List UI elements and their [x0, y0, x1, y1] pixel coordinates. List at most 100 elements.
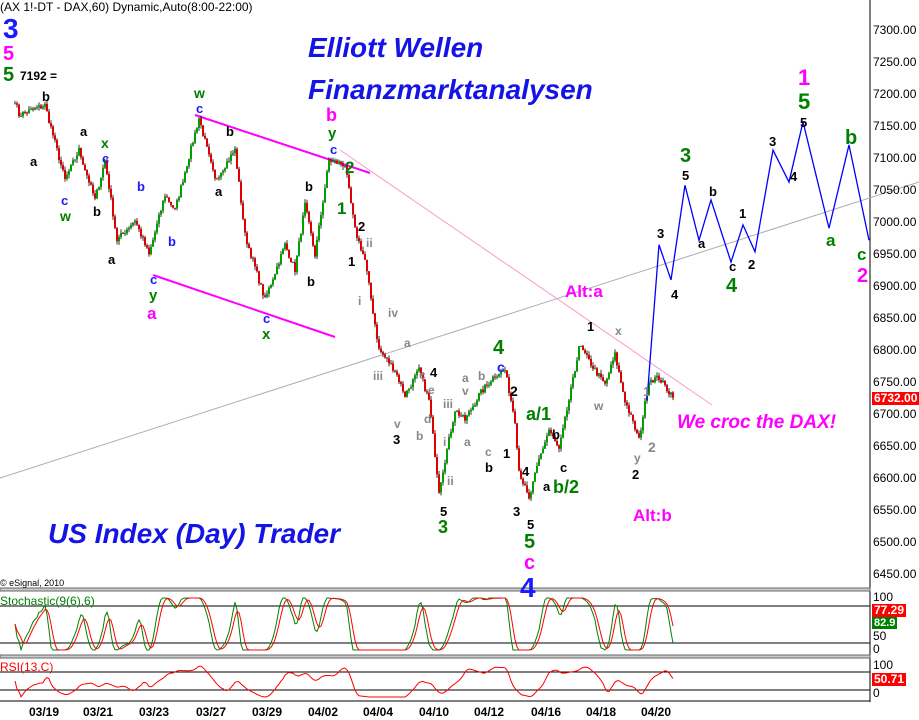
candle: [634, 420, 636, 430]
wave-label: iii: [373, 369, 384, 383]
wave-label: w: [60, 208, 71, 224]
candle: [378, 339, 380, 349]
candle: [562, 427, 564, 438]
y-tick: 6600.00: [873, 471, 917, 485]
candle: [124, 233, 126, 235]
candle: [358, 237, 360, 242]
candle: [176, 200, 178, 209]
candle: [188, 159, 190, 167]
candle: [630, 413, 632, 415]
wave-label: v: [462, 384, 469, 398]
projection-line: [646, 121, 870, 401]
wave-label: i: [443, 435, 447, 449]
candle: [198, 118, 200, 128]
stoch-k-badge: 77.29: [872, 603, 907, 617]
candle: [22, 111, 24, 116]
candle: [18, 104, 20, 117]
wave-label: 3: [513, 504, 521, 519]
candle: [412, 379, 414, 388]
candle: [194, 132, 196, 143]
candle: [344, 165, 346, 167]
stochastic-k-line: [14, 597, 674, 652]
candle: [104, 160, 106, 168]
wave-label: c: [61, 193, 69, 208]
y-tick: 6500.00: [873, 535, 917, 549]
candle: [482, 389, 484, 393]
candle: [330, 159, 332, 162]
wave-label: b: [307, 274, 315, 289]
candle: [480, 389, 482, 394]
candle: [596, 368, 598, 376]
candle: [70, 164, 72, 172]
candle: [252, 257, 254, 259]
candle: [372, 298, 374, 314]
candle: [524, 483, 526, 486]
candle: [424, 379, 426, 392]
candle: [246, 232, 248, 245]
candle: [170, 201, 172, 206]
candle: [178, 197, 180, 201]
candle: [166, 196, 168, 198]
candle: [548, 429, 550, 436]
wave-label: 4: [520, 572, 536, 603]
candle: [448, 437, 450, 450]
candle: [540, 453, 542, 459]
candle: [336, 160, 338, 164]
rsi-tick-0: 0: [873, 686, 880, 700]
stochastic-d-line: [14, 597, 674, 651]
wave-label: 1: [587, 319, 595, 334]
candle: [392, 363, 394, 371]
wave-label: b: [416, 429, 424, 443]
candle: [414, 375, 416, 380]
candle: [106, 160, 108, 175]
wave-label: b: [552, 427, 560, 442]
candle: [590, 359, 592, 366]
candle: [586, 353, 588, 355]
candle: [232, 153, 234, 155]
wave-label: iii: [443, 397, 454, 411]
candle: [26, 112, 28, 114]
candle: [78, 147, 80, 156]
candle: [530, 492, 532, 499]
candle: [202, 125, 204, 136]
candle: [116, 227, 118, 242]
y-tick: 7200.00: [873, 87, 917, 101]
candle: [402, 383, 404, 392]
candle: [140, 229, 142, 237]
candle: [214, 169, 216, 179]
candle: [88, 175, 90, 183]
candle: [476, 400, 478, 406]
candle: [76, 155, 78, 160]
candle: [308, 211, 310, 223]
candle: [204, 135, 206, 139]
candle: [304, 202, 306, 216]
candle: [390, 363, 392, 365]
candle: [532, 481, 534, 493]
candle: [650, 380, 652, 383]
wave-label: c: [497, 359, 505, 375]
candle: [184, 172, 186, 183]
x-tick: 04/02: [308, 705, 339, 719]
candle: [656, 375, 658, 378]
wave-label: Alt:a: [565, 282, 603, 301]
x-tick: 03/27: [196, 705, 227, 719]
y-tick: 6850.00: [873, 311, 917, 325]
candle: [512, 400, 514, 412]
candle: [426, 391, 428, 393]
candle: [490, 381, 492, 385]
candle: [34, 107, 36, 110]
candle: [582, 345, 584, 351]
wave-label: b: [137, 179, 145, 194]
candle: [24, 111, 26, 113]
candle: [80, 147, 82, 158]
candle: [470, 410, 472, 412]
candle: [340, 161, 342, 165]
wave-label: c: [263, 311, 271, 326]
candle: [190, 145, 192, 160]
wave-label: 5: [440, 504, 448, 519]
candle: [664, 380, 666, 386]
wave-label: Alt:b: [633, 506, 672, 525]
y-tick: 7000.00: [873, 215, 917, 229]
candle: [262, 284, 264, 296]
candle: [394, 370, 396, 372]
